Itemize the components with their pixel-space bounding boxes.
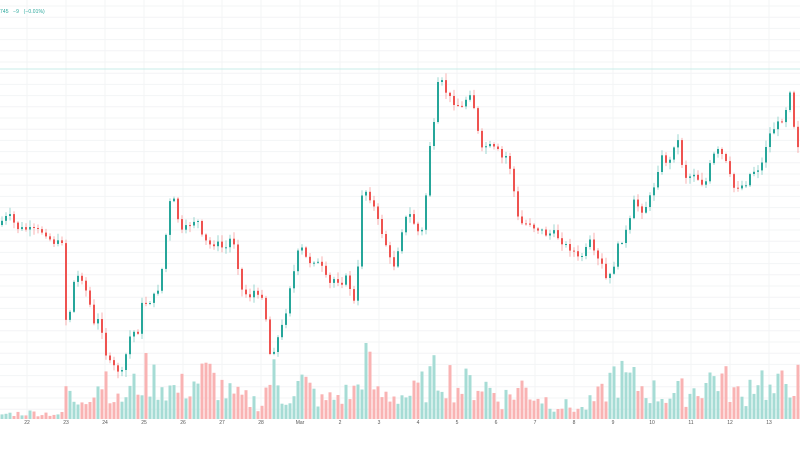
time-axis-label: 8 xyxy=(572,420,576,426)
time-axis-label: 23 xyxy=(63,420,69,426)
time-axis-label: 24 xyxy=(102,420,108,426)
grid-lines xyxy=(0,0,800,419)
legend-change: −9 xyxy=(13,9,20,15)
legend-change-pct: (−0.01%) xyxy=(23,9,45,15)
volume-bars xyxy=(0,343,800,419)
time-axis-label: 27 xyxy=(219,420,225,426)
time-axis-label: 25 xyxy=(141,420,147,426)
time-axis-label: 7 xyxy=(533,420,537,426)
time-axis-label: Mar xyxy=(295,420,305,426)
time-axis-label: 6 xyxy=(494,420,498,426)
time-axis-label: 28 xyxy=(258,420,264,426)
price-candles xyxy=(1,73,799,379)
time-axis-label: 13 xyxy=(766,420,772,426)
time-axis-label: 12 xyxy=(727,420,733,426)
time-axis-label: 11 xyxy=(688,420,694,426)
series-legend: 745 −9 (−0.01%) xyxy=(0,9,48,15)
time-axis-label: 10 xyxy=(649,420,655,426)
time-axis-label: 4 xyxy=(416,420,420,426)
time-axis[interactable]: 22 23 24 25 26 27 28 Mar 2 3 4 5 6 7 8 9 10 11 12 13 xyxy=(0,420,800,432)
time-axis-label: 9 xyxy=(611,420,615,426)
time-axis-label: 22 xyxy=(24,420,30,426)
time-axis-label: 5 xyxy=(455,420,459,426)
time-axis-label: 26 xyxy=(180,420,186,426)
legend-last-price: 745 xyxy=(0,9,9,15)
time-axis-label: 2 xyxy=(338,420,342,426)
time-axis-label: 3 xyxy=(377,420,381,426)
